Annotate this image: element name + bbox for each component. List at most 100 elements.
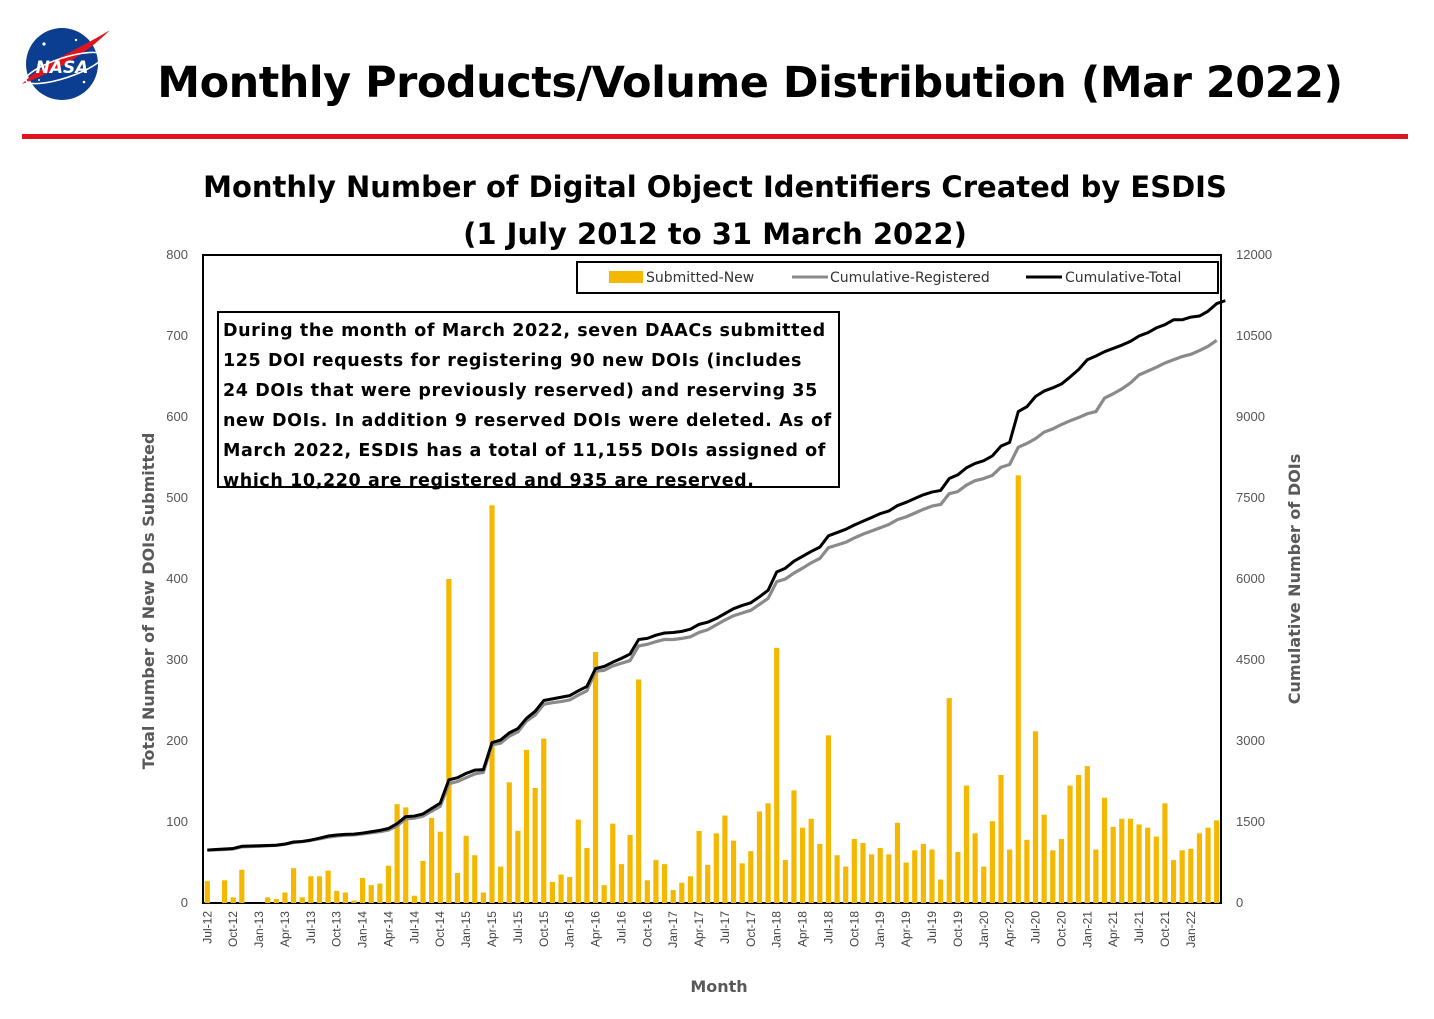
bar-submitted-new bbox=[963, 785, 970, 903]
chart-title-line-1: Monthly Number of Digital Object Identif… bbox=[203, 170, 1227, 204]
bar-submitted-new bbox=[403, 807, 409, 903]
bar-submitted-new bbox=[860, 843, 866, 903]
x-tick-label: Oct-14 bbox=[433, 911, 447, 947]
x-tick-label: Oct-17 bbox=[744, 911, 758, 947]
bar-submitted-new bbox=[627, 834, 633, 903]
legend-label-submitted-new: Submitted-New bbox=[646, 270, 754, 286]
bar-submitted-new bbox=[834, 855, 840, 903]
y-tick-label: 700 bbox=[166, 328, 188, 343]
bar-submitted-new bbox=[817, 843, 823, 903]
bar-submitted-new bbox=[325, 870, 331, 903]
legend-swatch-submitted-new bbox=[609, 271, 643, 283]
bar-submitted-new bbox=[239, 869, 245, 903]
bar-submitted-new bbox=[644, 880, 650, 903]
x-tick-label: Apr-16 bbox=[589, 911, 603, 947]
ticks-layer: 0 100 200 300 400 500 600 700 800 0 1500 3000 4500 60… bbox=[166, 247, 1272, 948]
bar-submitted-new bbox=[230, 897, 236, 903]
bar-submitted-new bbox=[472, 855, 478, 903]
y-axis-title: Total Number of New DOIs Submitted bbox=[139, 433, 158, 770]
y2-tick-label: 4500 bbox=[1236, 652, 1265, 667]
x-tick-label: Jul-21 bbox=[1132, 911, 1146, 944]
bar-submitted-new bbox=[1170, 860, 1177, 903]
x-tick-label: Apr-13 bbox=[278, 911, 292, 947]
bar-submitted-new bbox=[938, 879, 944, 903]
bar-submitted-new bbox=[1205, 827, 1211, 903]
bar-submitted-new bbox=[420, 860, 426, 903]
bar-submitted-new bbox=[869, 854, 875, 903]
bar-submitted-new bbox=[592, 651, 599, 903]
x-tick-label: Oct-16 bbox=[640, 911, 654, 947]
legend-label-cumulative-total: Cumulative-Total bbox=[1065, 270, 1181, 286]
y2-tick-label: 12000 bbox=[1236, 247, 1272, 262]
bar-submitted-new bbox=[808, 818, 814, 903]
x-tick-label: Jan-13 bbox=[252, 911, 266, 948]
x-tick-label: Jul-15 bbox=[511, 911, 525, 944]
page-title: Monthly Products/Volume Distribution (Ma… bbox=[157, 58, 1343, 108]
bar-submitted-new bbox=[1153, 836, 1159, 903]
bar-submitted-new bbox=[800, 827, 806, 903]
bar-submitted-new bbox=[463, 835, 469, 903]
bar-submitted-new bbox=[351, 900, 357, 903]
bar-submitted-new bbox=[1196, 833, 1203, 903]
bar-submitted-new bbox=[618, 864, 625, 903]
bar-submitted-new bbox=[368, 885, 374, 903]
bar-submitted-new bbox=[1015, 475, 1021, 903]
y-tick-label: 0 bbox=[181, 895, 188, 910]
lines-layer bbox=[207, 299, 1226, 852]
legend: Submitted-New Cumulative-Registered Cumu… bbox=[576, 261, 1219, 294]
x-tick-label: Jul-20 bbox=[1029, 911, 1043, 944]
bar-submitted-new bbox=[429, 817, 435, 903]
bar-submitted-new bbox=[670, 890, 676, 903]
bar-submitted-new bbox=[972, 833, 978, 903]
x-tick-label: Jan-17 bbox=[666, 911, 680, 948]
bar-submitted-new bbox=[446, 579, 452, 903]
bar-submitted-new bbox=[998, 775, 1004, 903]
bar-submitted-new bbox=[1058, 839, 1064, 903]
bar-submitted-new bbox=[1214, 820, 1220, 903]
bar-submitted-new bbox=[506, 782, 512, 903]
chart-title-line-2: (1 July 2012 to 31 March 2022) bbox=[463, 217, 967, 251]
bar-submitted-new bbox=[765, 803, 771, 903]
x-tick-label: Oct-19 bbox=[951, 911, 965, 947]
bar-submitted-new bbox=[541, 738, 547, 903]
bar-submitted-new bbox=[679, 882, 685, 903]
x-tick-label: Apr-18 bbox=[796, 911, 810, 947]
x-tick-label: Jul-16 bbox=[614, 911, 628, 944]
bar-submitted-new bbox=[515, 830, 521, 903]
bar-submitted-new bbox=[480, 892, 486, 903]
bar-submitted-new bbox=[748, 851, 754, 903]
y2-tick-label: 1500 bbox=[1236, 814, 1265, 829]
y2-tick-label: 6000 bbox=[1236, 571, 1265, 586]
bar-submitted-new bbox=[894, 822, 901, 903]
bar-submitted-new bbox=[1050, 850, 1056, 903]
bar-submitted-new bbox=[567, 877, 573, 903]
x-tick-label: Oct-21 bbox=[1158, 911, 1172, 947]
bar-submitted-new bbox=[955, 851, 961, 903]
x-tick-label: Jul-13 bbox=[304, 911, 318, 944]
bar-submitted-new bbox=[713, 833, 719, 903]
annotation-box: During the month of March 2022, seven DA… bbox=[217, 311, 840, 491]
bar-submitted-new bbox=[653, 860, 659, 903]
x-tick-label: Apr-15 bbox=[485, 911, 499, 947]
bar-submitted-new bbox=[774, 647, 780, 903]
bar-submitted-new bbox=[394, 804, 400, 903]
bar-submitted-new bbox=[221, 880, 228, 903]
bar-submitted-new bbox=[1162, 803, 1168, 903]
x-tick-label: Jan-15 bbox=[459, 911, 473, 948]
x-tick-label: Jan-19 bbox=[873, 911, 887, 948]
bar-submitted-new bbox=[1136, 824, 1142, 903]
bar-submitted-new bbox=[291, 868, 297, 903]
x-tick-label: Jan-14 bbox=[356, 911, 370, 948]
bar-submitted-new bbox=[843, 866, 849, 903]
bar-submitted-new bbox=[377, 883, 383, 903]
bar-submitted-new bbox=[308, 876, 314, 903]
y2-tick-label: 7500 bbox=[1236, 490, 1265, 505]
x-tick-label: Jul-14 bbox=[407, 911, 421, 944]
x-tick-label: Jan-18 bbox=[770, 911, 784, 948]
bar-submitted-new bbox=[1101, 797, 1108, 903]
bar-submitted-new bbox=[877, 847, 883, 903]
bar-submitted-new bbox=[334, 890, 340, 903]
bar-submitted-new bbox=[299, 897, 305, 903]
bar-submitted-new bbox=[687, 876, 694, 903]
legend-box bbox=[576, 261, 1219, 294]
